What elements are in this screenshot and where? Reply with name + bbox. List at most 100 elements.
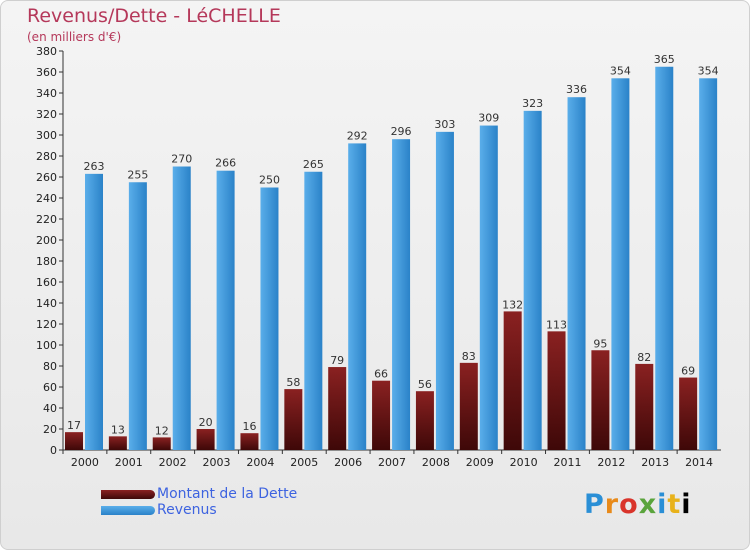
y-tick-label: 360	[36, 66, 57, 79]
revenue-value-label: 296	[391, 125, 412, 138]
revenue-bar	[85, 173, 103, 450]
debt-value-label: 69	[681, 365, 695, 378]
y-tick-label: 240	[36, 192, 57, 205]
debt-value-label: 95	[593, 337, 607, 350]
revenue-bar	[260, 187, 279, 450]
y-axis: 0 20 40 60 80 100 120 140 160 180 200 220 240 260 280 3…	[36, 45, 64, 457]
revenue-value-label: 365	[654, 53, 675, 66]
legend-swatch-debt	[101, 490, 155, 499]
y-tick-label: 220	[36, 213, 57, 226]
x-tick-label: 2008	[422, 456, 450, 469]
revenue-value-label: 354	[698, 64, 719, 77]
debt-value-label: 12	[155, 424, 169, 437]
revenue-value-label: 336	[566, 83, 587, 96]
debt-value-label: 56	[418, 378, 432, 391]
debt-value-label: 20	[199, 416, 213, 429]
revenue-value-label: 270	[171, 153, 192, 166]
x-tick-label: 2007	[378, 456, 406, 469]
y-tick-label: 80	[43, 360, 57, 373]
revenue-bar	[392, 139, 411, 450]
revenue-bar	[479, 125, 498, 451]
revenue-bar	[304, 171, 323, 450]
revenue-value-label: 263	[84, 160, 105, 173]
y-tick-label: 380	[36, 45, 57, 58]
revenue-bar	[435, 131, 454, 450]
revenue-value-label: 265	[303, 158, 324, 171]
y-tick-label: 200	[36, 234, 57, 247]
x-tick-label: 2005	[290, 456, 318, 469]
chart-title: Revenus/Dette - LéCHELLE	[27, 5, 281, 27]
debt-value-label: 113	[546, 318, 567, 331]
y-tick-label: 180	[36, 255, 57, 268]
x-tick-label: 2000	[71, 456, 99, 469]
revenue-value-label: 292	[347, 129, 368, 142]
x-tick-label: 2013	[641, 456, 669, 469]
x-tick-label: 2010	[510, 456, 538, 469]
debt-value-label: 58	[286, 376, 300, 389]
legend-label-debt: Montant de la Dette	[157, 486, 298, 502]
debt-value-label: 82	[637, 351, 651, 364]
chart-subtitle: (en milliers d'€)	[27, 30, 122, 44]
proxiti-logo: Proxiti	[584, 489, 692, 520]
debt-bar	[284, 389, 303, 450]
debt-bar	[328, 367, 347, 450]
y-tick-label: 40	[43, 402, 57, 415]
x-tick-label: 2001	[115, 456, 143, 469]
y-tick-label: 260	[36, 171, 57, 184]
revenue-value-label: 255	[127, 168, 148, 181]
x-tick-label: 2012	[597, 456, 625, 469]
debt-bar	[459, 362, 478, 450]
x-tick-label: 2009	[466, 456, 494, 469]
x-tick-label: 2014	[685, 456, 713, 469]
debt-value-label: 17	[67, 419, 81, 432]
y-tick-label: 100	[36, 339, 57, 352]
debt-bar	[152, 437, 171, 450]
revenue-value-label: 266	[215, 157, 236, 170]
y-tick-label: 140	[36, 297, 57, 310]
revenue-bar	[523, 110, 542, 450]
y-tick-label: 20	[43, 423, 57, 436]
debt-value-label: 83	[462, 350, 476, 363]
debt-bar	[372, 380, 391, 450]
debt-bar	[108, 436, 127, 450]
revenue-bar	[216, 170, 235, 450]
y-tick-label: 0	[50, 444, 57, 457]
x-tick-label: 2002	[159, 456, 187, 469]
bars: 17 263 13 255 12 270 20 266 16 250 58 265 79 292 66 296…	[65, 53, 719, 451]
revenue-bar	[567, 97, 586, 450]
y-tick-label: 300	[36, 129, 57, 142]
y-tick-label: 160	[36, 276, 57, 289]
debt-bar	[679, 377, 698, 450]
x-tick-label: 2006	[334, 456, 362, 469]
revenue-value-label: 354	[610, 64, 631, 77]
revenue-value-label: 309	[478, 112, 499, 125]
x-tick-label: 2004	[246, 456, 274, 469]
debt-bar	[591, 350, 610, 450]
debt-bar	[240, 433, 259, 450]
debt-value-label: 79	[330, 354, 344, 367]
debt-value-label: 16	[242, 420, 256, 433]
revenue-value-label: 303	[434, 118, 455, 131]
debt-bar	[635, 363, 654, 450]
y-tick-label: 60	[43, 381, 57, 394]
y-tick-label: 280	[36, 150, 57, 163]
revenue-value-label: 323	[522, 97, 543, 110]
debt-bar	[503, 311, 522, 450]
debt-value-label: 66	[374, 368, 388, 381]
y-tick-label: 340	[36, 87, 57, 100]
debt-bar	[65, 432, 83, 450]
debt-value-label: 132	[502, 298, 523, 311]
x-tick-label: 2011	[553, 456, 581, 469]
revenue-bar	[128, 182, 147, 450]
revenue-bar	[172, 166, 191, 450]
debt-bar	[415, 391, 434, 450]
x-axis: 2000 2001 2002 2003 2004 2005 2006 2007 2008 2009…	[62, 449, 721, 469]
revenue-bar	[699, 78, 718, 451]
revenue-bar	[348, 143, 367, 450]
revenue-value-label: 250	[259, 174, 280, 187]
revenue-bar	[611, 78, 630, 451]
y-tick-label: 320	[36, 108, 57, 121]
debt-bar	[196, 429, 215, 450]
